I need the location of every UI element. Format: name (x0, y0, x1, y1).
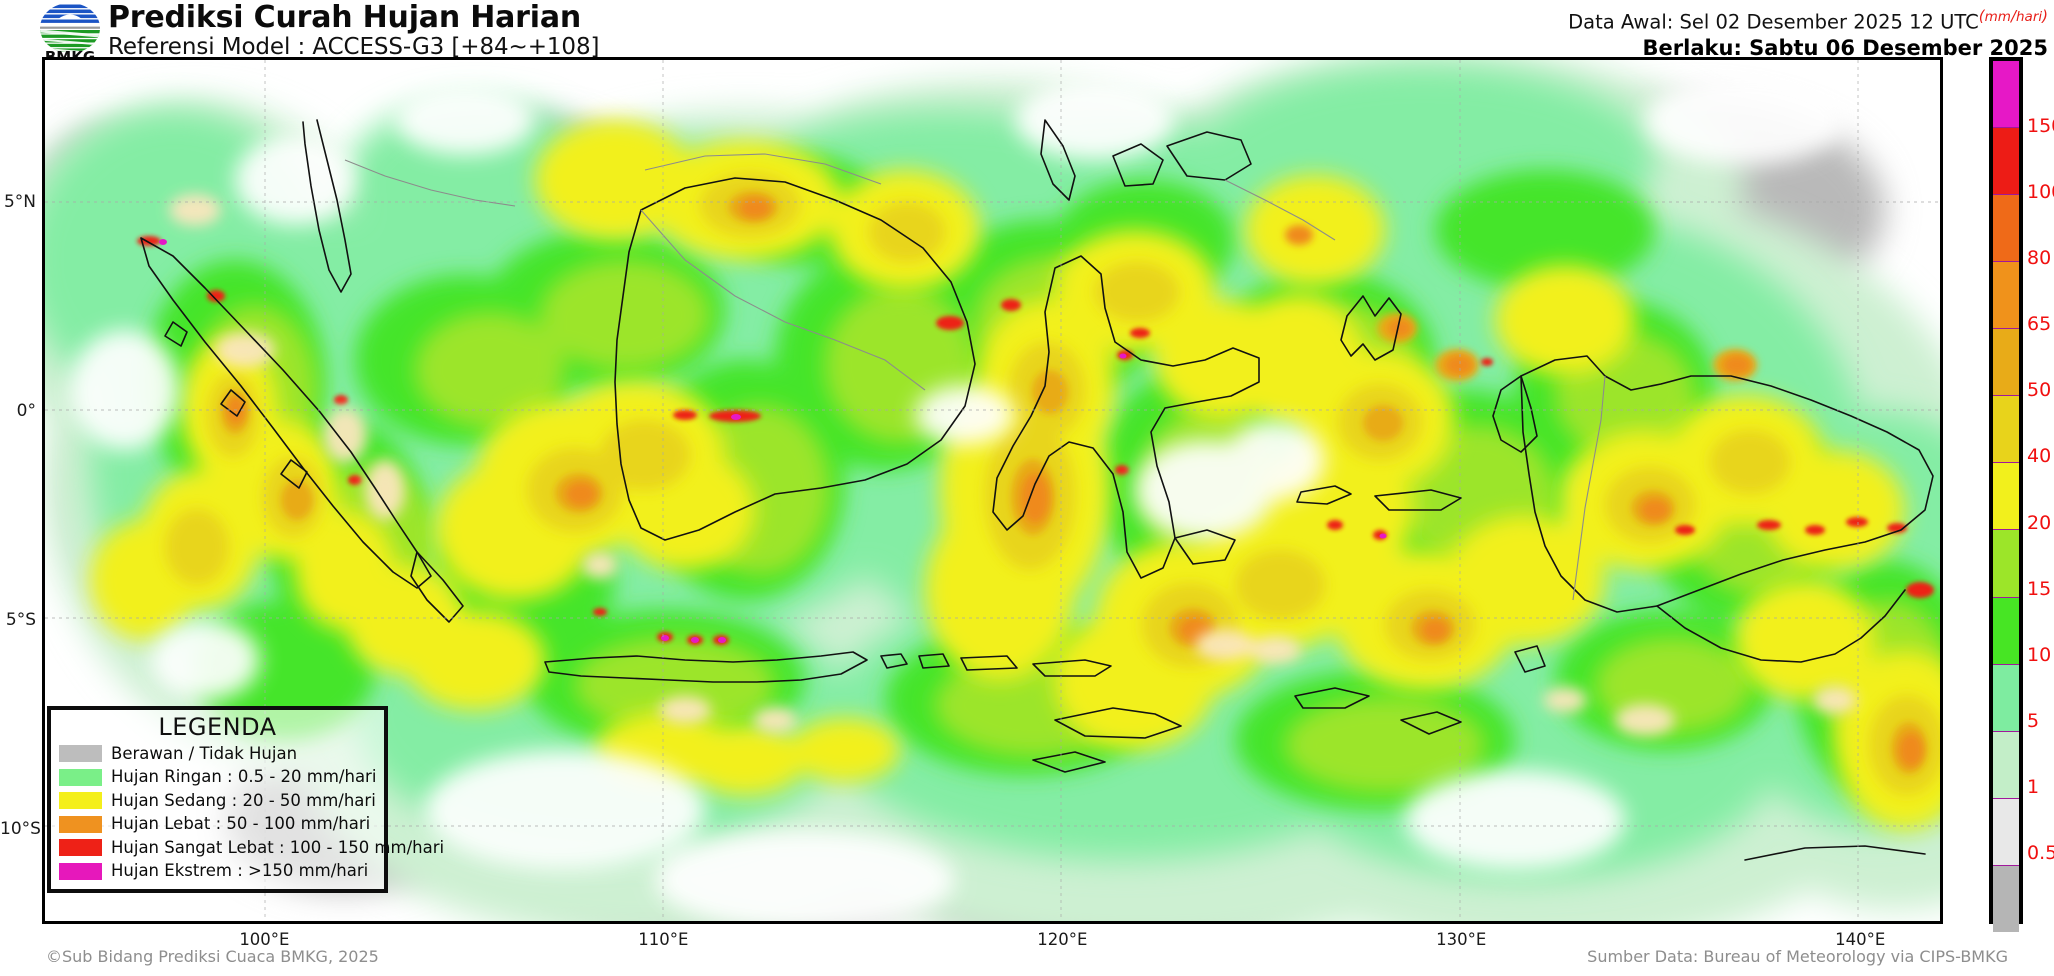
colorbar-band (1993, 797, 2019, 865)
legend-label: Hujan Ringan : 0.5 - 20 mm/hari (111, 767, 377, 787)
legend-item: Hujan Sangat Lebat : 100 - 150 mm/hari (51, 836, 444, 860)
berlaku-text: Berlaku: Sabtu 06 Desember 2025 (1642, 35, 2048, 60)
legend-item: Hujan Ringan : 0.5 - 20 mm/hari (51, 766, 384, 790)
colorbar: 150 100 80 65 50 40 20 15 10 5 1 0.5 (1989, 57, 2054, 932)
legend-rows: Berawan / Tidak Hujan Hujan Ringan : 0.5 … (51, 742, 444, 884)
longitude-tick-label: 100°E (239, 930, 290, 949)
legend-swatch (59, 792, 102, 810)
colorbar-tick-label: 65 (2027, 313, 2052, 336)
colorbar-tick-label: 1 (2027, 775, 2040, 798)
rainfall-map[interactable]: LEGENDA Berawan / Tidak Hujan Hujan Ringa… (42, 57, 1943, 924)
page-title: Prediksi Curah Hujan Harian (108, 0, 582, 35)
colorbar-band (1993, 529, 2019, 597)
legend-label: Berawan / Tidak Hujan (111, 743, 298, 763)
data-awal-row: Data Awal: Sel 02 Desember 2025 12 UTC(m… (1568, 4, 2048, 35)
legend-item: Hujan Ekstrem : >150 mm/hari (51, 860, 384, 884)
legend-item: Hujan Lebat : 50 - 100 mm/hari (51, 813, 384, 837)
colorbar-band (1993, 194, 2019, 262)
colorbar-tick-label: 10 (2027, 643, 2052, 666)
legend-swatch (59, 839, 102, 857)
colorbar-band (1993, 462, 2019, 530)
bmkg-logo: BMKG (34, 2, 106, 64)
legend-swatch (59, 768, 102, 786)
colorbar-band (1993, 328, 2019, 396)
legend-item: Hujan Sedang : 20 - 50 mm/hari (51, 789, 384, 813)
legend-label: Hujan Lebat : 50 - 100 mm/hari (111, 814, 371, 834)
colorbar-tick-label: 15 (2027, 577, 2052, 600)
colorbar-band (1993, 395, 2019, 463)
longitude-tick-label: 120°E (1037, 930, 1088, 949)
latitude-tick-label: 0° (16, 401, 36, 422)
legend-swatch (59, 862, 102, 880)
colorbar-tick-label: 0.5 (2027, 841, 2054, 864)
colorbar-band (1993, 261, 2019, 329)
colorbar-tick-label: 150 (2027, 115, 2054, 138)
colorbar-band (1993, 864, 2019, 932)
legend-label: Hujan Sedang : 20 - 50 mm/hari (111, 790, 376, 810)
legend-swatch (59, 745, 102, 763)
longitude-tick-label: 140°E (1835, 930, 1886, 949)
unit-label: (mm/hari) (1978, 7, 2048, 25)
colorbar-band (1993, 663, 2019, 731)
model-reference-subtitle: Referensi Model : ACCESS-G3 [+84~+108] (108, 34, 600, 60)
colorbar-tick-label: 20 (2027, 511, 2052, 534)
colorbar-band (1993, 596, 2019, 664)
colorbar-tick-label: 50 (2027, 379, 2052, 402)
latitude-tick-label: 5°S (5, 610, 36, 631)
unit-numerator: mm (1984, 9, 2011, 25)
latitude-tick-label: 5°N (3, 192, 36, 213)
unit-denominator: hari (2016, 9, 2043, 25)
header: BMKG Prediksi Curah Hujan Harian Referen… (0, 0, 2054, 64)
colorbar-bands (1989, 57, 2023, 932)
colorbar-tick-label: 5 (2027, 709, 2040, 732)
colorbar-band (1993, 127, 2019, 195)
header-meta: Data Awal: Sel 02 Desember 2025 12 UTC(m… (1568, 4, 2048, 61)
data-awal-text: Data Awal: Sel 02 Desember 2025 12 UTC (1568, 10, 1979, 34)
legend-title: LEGENDA (158, 713, 277, 741)
legend-item: Berawan / Tidak Hujan (51, 742, 384, 766)
colorbar-tick-label: 80 (2027, 247, 2052, 270)
title-block: Prediksi Curah Hujan Harian Referensi Mo… (108, 0, 600, 61)
legend-swatch (59, 815, 102, 833)
latitude-tick-label: 10°S (0, 819, 41, 840)
legend-label: Hujan Sangat Lebat : 100 - 150 mm/hari (111, 837, 445, 857)
colorbar-band (1993, 61, 2019, 128)
legend-box: LEGENDA Berawan / Tidak Hujan Hujan Ringa… (47, 706, 444, 893)
colorbar-tick-label: 40 (2027, 445, 2052, 468)
longitude-tick-label: 110°E (638, 930, 689, 949)
colorbar-band (1993, 730, 2019, 798)
footer-credit: ©Sub Bidang Prediksi Cuaca BMKG, 2025 (46, 947, 379, 966)
longitude-tick-label: 130°E (1436, 930, 1487, 949)
colorbar-tick-label: 100 (2027, 181, 2054, 204)
footer-source: Sumber Data: Bureau of Meteorology via C… (1587, 947, 2008, 966)
legend-label: Hujan Ekstrem : >150 mm/hari (111, 861, 369, 881)
